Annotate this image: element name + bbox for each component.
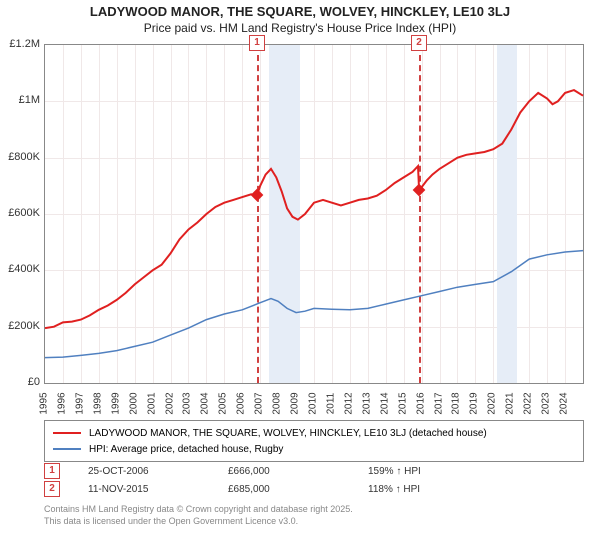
plot-area: 12 (44, 44, 584, 384)
series-hpi (45, 251, 583, 358)
sale-row-marker: 1 (44, 463, 60, 479)
sale-row-date: 25-OCT-2006 (88, 466, 228, 477)
legend-swatch-1 (53, 432, 81, 434)
sale-row-pct: 118% ↑ HPI (368, 484, 508, 495)
x-tick-label: 2023 (541, 392, 552, 414)
line-series (45, 45, 583, 383)
sale-row-pct: 159% ↑ HPI (368, 466, 508, 477)
sale-row-marker: 2 (44, 481, 60, 497)
legend-label-1: LADYWOOD MANOR, THE SQUARE, WOLVEY, HINC… (89, 428, 487, 439)
x-tick-label: 2022 (523, 392, 534, 414)
x-tick-label: 2000 (128, 392, 139, 414)
y-tick-label: £0 (0, 376, 40, 388)
chart-subtitle: Price paid vs. HM Land Registry's House … (0, 19, 600, 35)
sale-marker-box: 2 (411, 35, 427, 51)
x-tick-label: 2019 (469, 392, 480, 414)
y-tick-label: £200K (0, 320, 40, 332)
x-tick-label: 2015 (397, 392, 408, 414)
x-tick-label: 2013 (361, 392, 372, 414)
sales-table: 1 25-OCT-2006£666,000159% ↑ HPI 2 11-NOV-20… (44, 462, 584, 498)
x-tick-label: 2018 (451, 392, 462, 414)
y-tick-label: £1.2M (0, 38, 40, 50)
footer-line-2: This data is licensed under the Open Gov… (44, 516, 584, 528)
legend-row-2: HPI: Average price, detached house, Rugb… (53, 441, 575, 457)
x-tick-label: 2021 (505, 392, 516, 414)
x-tick-label: 2017 (433, 392, 444, 414)
y-tick-label: £400K (0, 263, 40, 275)
x-tick-label: 1996 (56, 392, 67, 414)
x-tick-label: 1999 (110, 392, 121, 414)
x-tick-label: 2001 (146, 392, 157, 414)
x-tick-label: 1998 (92, 392, 103, 414)
sale-row-price: £685,000 (228, 484, 368, 495)
legend-swatch-2 (53, 448, 81, 450)
x-tick-label: 1995 (39, 392, 50, 414)
y-tick-label: £600K (0, 207, 40, 219)
x-tick-label: 2008 (272, 392, 283, 414)
series-property (45, 90, 583, 328)
x-tick-label: 1997 (74, 392, 85, 414)
footer-line-1: Contains HM Land Registry data © Crown c… (44, 504, 584, 516)
x-tick-label: 2020 (487, 392, 498, 414)
sale-row-price: £666,000 (228, 466, 368, 477)
legend-row-1: LADYWOOD MANOR, THE SQUARE, WOLVEY, HINC… (53, 425, 575, 441)
x-tick-label: 2014 (379, 392, 390, 414)
x-tick-label: 2002 (164, 392, 175, 414)
legend-label-2: HPI: Average price, detached house, Rugb… (89, 444, 283, 455)
y-tick-label: £1M (0, 94, 40, 106)
x-tick-label: 2009 (290, 392, 301, 414)
sales-table-row: 2 11-NOV-2015£685,000118% ↑ HPI (44, 480, 584, 498)
x-tick-label: 2012 (343, 392, 354, 414)
sale-row-date: 11-NOV-2015 (88, 484, 228, 495)
x-tick-label: 2011 (325, 393, 336, 415)
x-tick-label: 2024 (559, 392, 570, 414)
chart-container: LADYWOOD MANOR, THE SQUARE, WOLVEY, HINC… (0, 0, 600, 560)
x-tick-label: 2005 (218, 392, 229, 414)
x-tick-label: 2010 (308, 392, 319, 414)
x-tick-label: 2003 (182, 392, 193, 414)
sales-table-row: 1 25-OCT-2006£666,000159% ↑ HPI (44, 462, 584, 480)
sale-marker-box: 1 (249, 35, 265, 51)
x-tick-label: 2004 (200, 392, 211, 414)
x-tick-label: 2016 (415, 392, 426, 414)
y-tick-label: £800K (0, 151, 40, 163)
x-tick-label: 2006 (236, 392, 247, 414)
chart-title-address: LADYWOOD MANOR, THE SQUARE, WOLVEY, HINC… (0, 0, 600, 19)
x-tick-label: 2007 (254, 392, 265, 414)
footer-attribution: Contains HM Land Registry data © Crown c… (44, 504, 584, 527)
legend: LADYWOOD MANOR, THE SQUARE, WOLVEY, HINC… (44, 420, 584, 462)
